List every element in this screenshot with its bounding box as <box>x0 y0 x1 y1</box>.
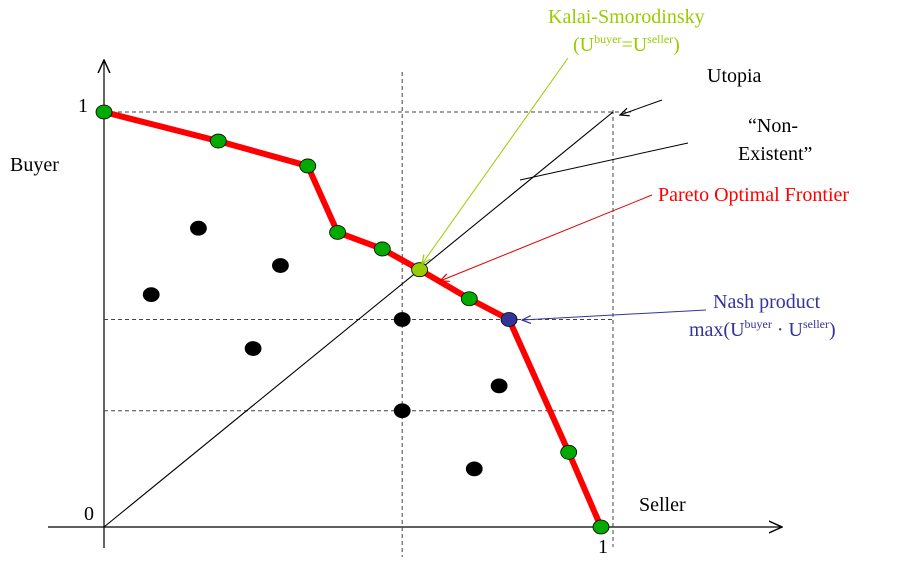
origin-label: 0 <box>84 503 94 525</box>
frontier-point-1 <box>209 133 227 149</box>
frontier-point-0 <box>95 104 113 120</box>
frontier-point-4 <box>373 241 391 257</box>
kalai-close: ) <box>673 34 680 56</box>
frontier-point-9 <box>592 519 610 535</box>
nash-dot: · U <box>772 319 804 341</box>
interior-point-5 <box>393 403 411 419</box>
utopia-label: Utopia <box>707 65 762 87</box>
kalai-formula: (Ubuyer=Useller) <box>573 32 680 56</box>
kalai-smorodinsky-point <box>411 262 428 278</box>
kalai-eq: =U <box>621 34 647 56</box>
nash-close: ) <box>829 319 836 341</box>
frontier-point-2 <box>299 158 317 174</box>
interior-point-1 <box>272 258 289 273</box>
interior-point-4 <box>393 312 411 327</box>
interior-point-0 <box>190 220 207 236</box>
non-existent-label-2: Existent” <box>738 143 812 165</box>
pareto-label: Pareto Optimal Frontier <box>658 184 849 206</box>
non-existent-pointer <box>519 142 689 181</box>
nash-formula: max(Ubuyer · Useller) <box>689 317 836 341</box>
frontier-points <box>95 104 610 535</box>
interior-points <box>142 220 508 477</box>
x-one-label: 1 <box>598 536 608 558</box>
nash-sup-seller: seller <box>803 317 829 331</box>
nash-sup-buyer: buyer <box>745 317 772 331</box>
kalai-arrow <box>422 57 569 264</box>
pareto-frontier-line <box>103 109 604 529</box>
frontier-point-6 <box>460 291 478 307</box>
nash-point <box>500 312 518 327</box>
frontier-point-8 <box>560 444 578 460</box>
nash-title: Nash product <box>713 291 821 313</box>
y-one-label: 1 <box>78 95 88 117</box>
interior-point-3 <box>244 341 262 356</box>
frontier-point-3 <box>329 224 346 240</box>
utopia-arrow <box>620 99 663 115</box>
kalai-open: (U <box>573 34 595 56</box>
reference-lines <box>104 72 631 557</box>
diagonal-line <box>103 111 614 528</box>
interior-point-7 <box>465 461 483 477</box>
non-existent-label-1: “Non- <box>748 115 798 137</box>
kalai-title: Kalai-Smorodinsky <box>548 6 705 28</box>
y-axis-label: Buyer <box>10 154 59 176</box>
nash-pre: max(U <box>689 319 745 341</box>
kalai-sup-buyer: buyer <box>594 32 621 46</box>
pareto-arrow <box>440 194 653 281</box>
interior-point-6 <box>490 378 508 394</box>
nash-arrow <box>522 309 707 320</box>
interior-point-2 <box>142 287 160 303</box>
x-axis-label: Seller <box>639 494 686 516</box>
kalai-sup-seller: seller <box>647 32 673 46</box>
